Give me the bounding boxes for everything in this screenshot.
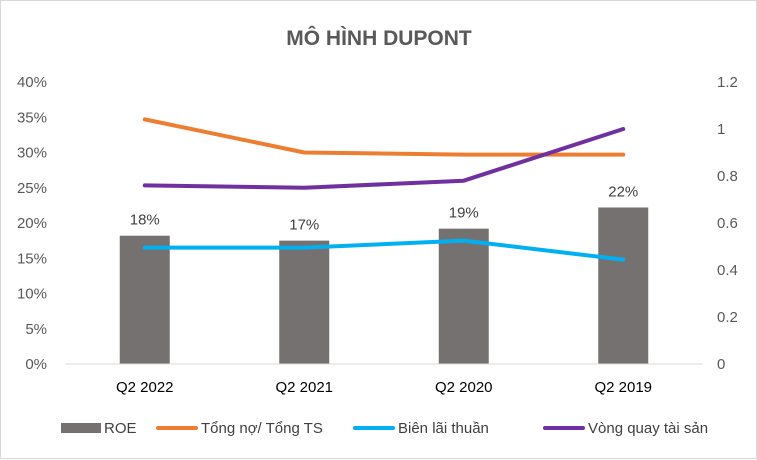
y-right-tick: 0.2 (717, 309, 738, 326)
chart-title: MÔ HÌNH DUPONT (286, 26, 472, 50)
roe-bar (438, 228, 489, 364)
legend-label: Biên lãi thuần (398, 420, 489, 437)
bar-labels: 18% 17% 19% 22% (130, 183, 639, 233)
roe-data-label: 17% (289, 217, 319, 234)
roe-data-label: 18% (130, 212, 160, 229)
bars (119, 207, 649, 364)
y-left-tick: 40% (17, 74, 47, 91)
legend: ROE Tổng nợ/ Tổng TS Biên lãi thuần Vòng qu… (61, 420, 708, 437)
lines (142, 117, 626, 262)
x-category-label: Q2 2022 (116, 379, 174, 396)
y-right-tick: 0.4 (717, 262, 738, 279)
legend-label: Vòng quay tài sản (588, 420, 708, 437)
y-right-tick: 0.8 (717, 168, 738, 185)
x-category-label: Q2 2021 (275, 379, 333, 396)
y-right-tick: 0 (717, 356, 725, 373)
roe-bar (279, 240, 330, 364)
roe-data-label: 22% (608, 183, 638, 200)
y-left-tick: 30% (17, 145, 47, 162)
y-left-tick: 20% (17, 215, 47, 232)
y-left-tick: 0% (25, 356, 47, 373)
y-right-tick: 1 (717, 121, 725, 138)
x-category-label: Q2 2020 (435, 379, 493, 396)
y-left-tick: 5% (25, 321, 47, 338)
roe-data-label: 19% (449, 205, 479, 222)
y-left-tick: 15% (17, 250, 47, 267)
category-labels: Q2 2022 Q2 2021 Q2 2020 Q2 2019 (116, 379, 652, 396)
legend-label: Tổng nợ/ Tổng TS (201, 420, 323, 437)
series-line (142, 127, 626, 190)
legend-swatch (61, 423, 101, 433)
y-left-tick: 10% (17, 286, 47, 303)
roe-bar (119, 235, 170, 364)
roe-bar (598, 207, 649, 364)
y-left-tick: 25% (17, 180, 47, 197)
x-category-label: Q2 2019 (594, 379, 652, 396)
y-left-tick: 35% (17, 109, 47, 126)
y-right-tick: 1.2 (717, 74, 738, 91)
legend-label: ROE (104, 420, 137, 437)
series-line (142, 238, 626, 262)
y-right-tick: 0.6 (717, 215, 738, 232)
left-axis: 0% 5% 10% 15% 20% 25% 30% 35% 40% (17, 74, 47, 373)
series-line (142, 117, 626, 157)
right-axis: 0 0.2 0.4 0.6 0.8 1 1.2 (717, 74, 738, 373)
